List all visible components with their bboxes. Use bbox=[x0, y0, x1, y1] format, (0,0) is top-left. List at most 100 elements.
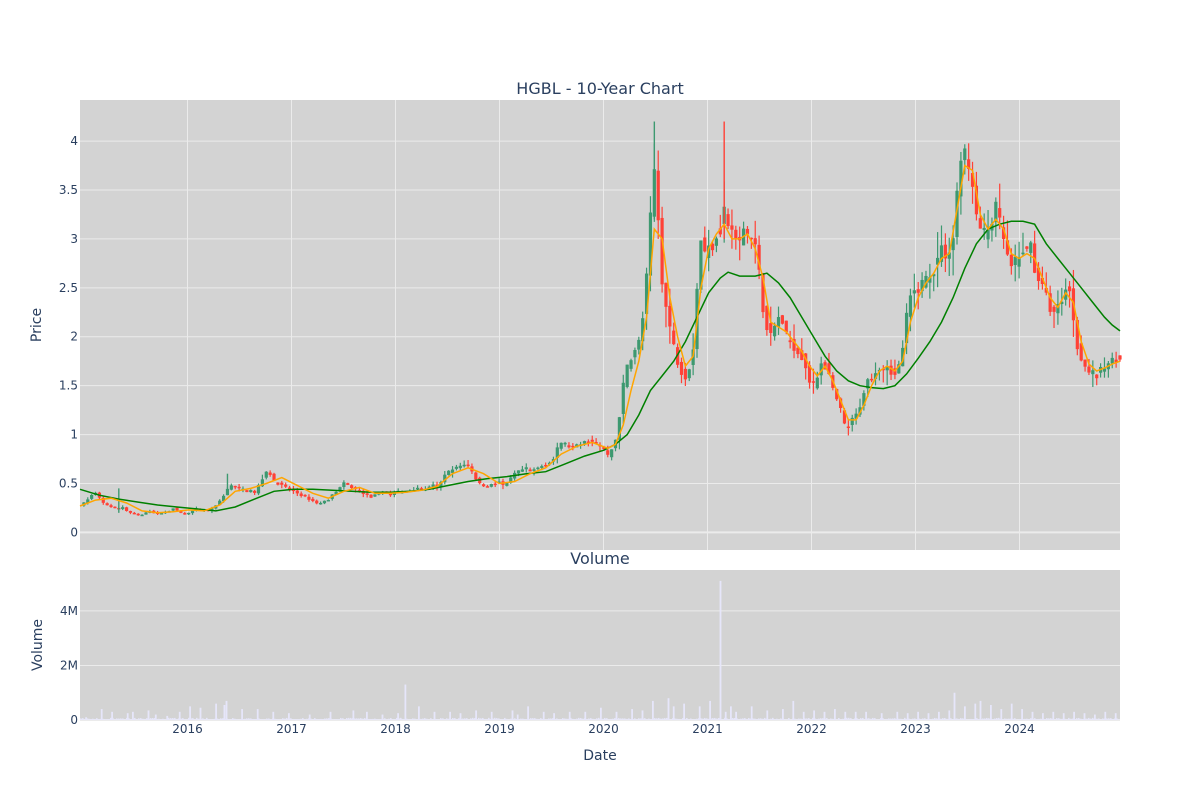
volume-bar bbox=[800, 718, 802, 720]
volume-bar bbox=[428, 719, 430, 720]
candle-body bbox=[225, 488, 230, 496]
volume-bar bbox=[120, 718, 122, 720]
volume-bar bbox=[852, 719, 854, 720]
volume-bar bbox=[1072, 718, 1074, 720]
candle-body bbox=[889, 365, 893, 375]
candle-body bbox=[1110, 357, 1114, 364]
volume-bar bbox=[1068, 717, 1070, 720]
volume-spike-bar bbox=[834, 709, 836, 720]
volume-bar bbox=[1064, 718, 1066, 720]
volume-bar bbox=[752, 718, 754, 720]
volume-spike-bar bbox=[906, 713, 909, 720]
volume-bar bbox=[806, 718, 808, 720]
volume-bar bbox=[1008, 718, 1010, 720]
volume-bar bbox=[114, 719, 116, 720]
volume-bar bbox=[164, 719, 166, 720]
volume-bar bbox=[422, 718, 424, 720]
volume-bar bbox=[506, 718, 508, 720]
volume-bar bbox=[872, 717, 874, 720]
volume-bar bbox=[282, 718, 284, 720]
volume-bar bbox=[976, 718, 978, 720]
candle-body bbox=[268, 472, 272, 475]
candle-body bbox=[679, 361, 684, 375]
candle-body bbox=[986, 229, 990, 240]
candle-body bbox=[870, 378, 874, 381]
candle-body bbox=[373, 494, 377, 497]
volume-bar bbox=[186, 719, 188, 720]
candle-body bbox=[416, 487, 420, 490]
volume-bar bbox=[992, 719, 994, 720]
price-y-tick-label: 3 bbox=[70, 232, 78, 246]
volume-bar bbox=[704, 717, 706, 720]
volume-bar bbox=[706, 718, 708, 720]
candle-body bbox=[559, 442, 563, 449]
candle-body bbox=[1021, 252, 1025, 255]
candle-body bbox=[295, 490, 299, 494]
short-moving-average-line bbox=[79, 164, 1121, 514]
volume-bar bbox=[1046, 718, 1048, 720]
volume-bar bbox=[302, 718, 304, 720]
volume-plot-area[interactable] bbox=[80, 570, 1120, 720]
volume-bar bbox=[128, 718, 130, 720]
volume-bar bbox=[994, 718, 996, 720]
x-tick-label: 2016 bbox=[172, 722, 203, 736]
volume-bar bbox=[444, 719, 446, 720]
volume-bar bbox=[578, 717, 580, 720]
volume-spike-bar bbox=[615, 711, 618, 720]
candle-body bbox=[1005, 240, 1010, 255]
volume-bar bbox=[88, 718, 90, 720]
candle-body bbox=[563, 442, 567, 445]
volume-bar bbox=[840, 719, 842, 720]
volume-bar bbox=[738, 719, 740, 720]
candle-body bbox=[326, 499, 330, 502]
volume-bar bbox=[1076, 718, 1078, 720]
volume-bar bbox=[336, 719, 338, 720]
volume-bar bbox=[266, 718, 268, 720]
candle-body bbox=[132, 512, 136, 515]
candle-body bbox=[978, 218, 982, 229]
volume-bar bbox=[442, 718, 444, 720]
volume-bar bbox=[238, 719, 240, 720]
x-tick-label: 2018 bbox=[380, 722, 411, 736]
candle-body bbox=[346, 483, 350, 485]
candle-body bbox=[272, 473, 276, 481]
volume-bar bbox=[950, 718, 952, 720]
candle-body bbox=[594, 441, 598, 444]
volume-bar bbox=[756, 718, 758, 720]
volume-bar bbox=[274, 718, 276, 720]
volume-bar bbox=[618, 718, 620, 720]
volume-bar bbox=[368, 718, 370, 720]
candle-body bbox=[365, 493, 369, 495]
candle-body bbox=[536, 467, 540, 470]
volume-bar bbox=[588, 718, 590, 720]
volume-bar bbox=[364, 718, 366, 720]
volume-bar bbox=[220, 718, 222, 720]
volume-bar bbox=[870, 718, 872, 720]
volume-bar bbox=[1036, 719, 1038, 720]
volume-bar bbox=[466, 718, 468, 720]
volume-bar bbox=[708, 718, 710, 720]
volume-bar bbox=[770, 718, 772, 720]
volume-bar bbox=[986, 717, 988, 720]
volume-bar bbox=[532, 718, 534, 720]
volume-bar bbox=[702, 718, 704, 720]
volume-bar bbox=[626, 718, 628, 720]
volume-bar bbox=[958, 718, 960, 720]
candle-body bbox=[299, 493, 303, 496]
volume-bar bbox=[638, 718, 640, 720]
volume-bar bbox=[570, 717, 572, 720]
candle-body bbox=[1029, 242, 1033, 253]
volume-spike-bar bbox=[979, 700, 982, 720]
price-plot-area[interactable] bbox=[80, 100, 1120, 550]
candle-body bbox=[687, 369, 691, 379]
volume-bar bbox=[204, 719, 206, 720]
volume-bar bbox=[540, 718, 542, 720]
volume-bar bbox=[518, 719, 520, 720]
volume-bar bbox=[110, 717, 112, 720]
volume-bar bbox=[620, 718, 622, 720]
volume-bar bbox=[480, 718, 482, 720]
chart-title: HGBL - 10-Year Chart bbox=[516, 79, 683, 98]
volume-bar bbox=[746, 718, 748, 720]
volume-bar bbox=[754, 718, 756, 720]
volume-spike-bar bbox=[215, 703, 217, 720]
